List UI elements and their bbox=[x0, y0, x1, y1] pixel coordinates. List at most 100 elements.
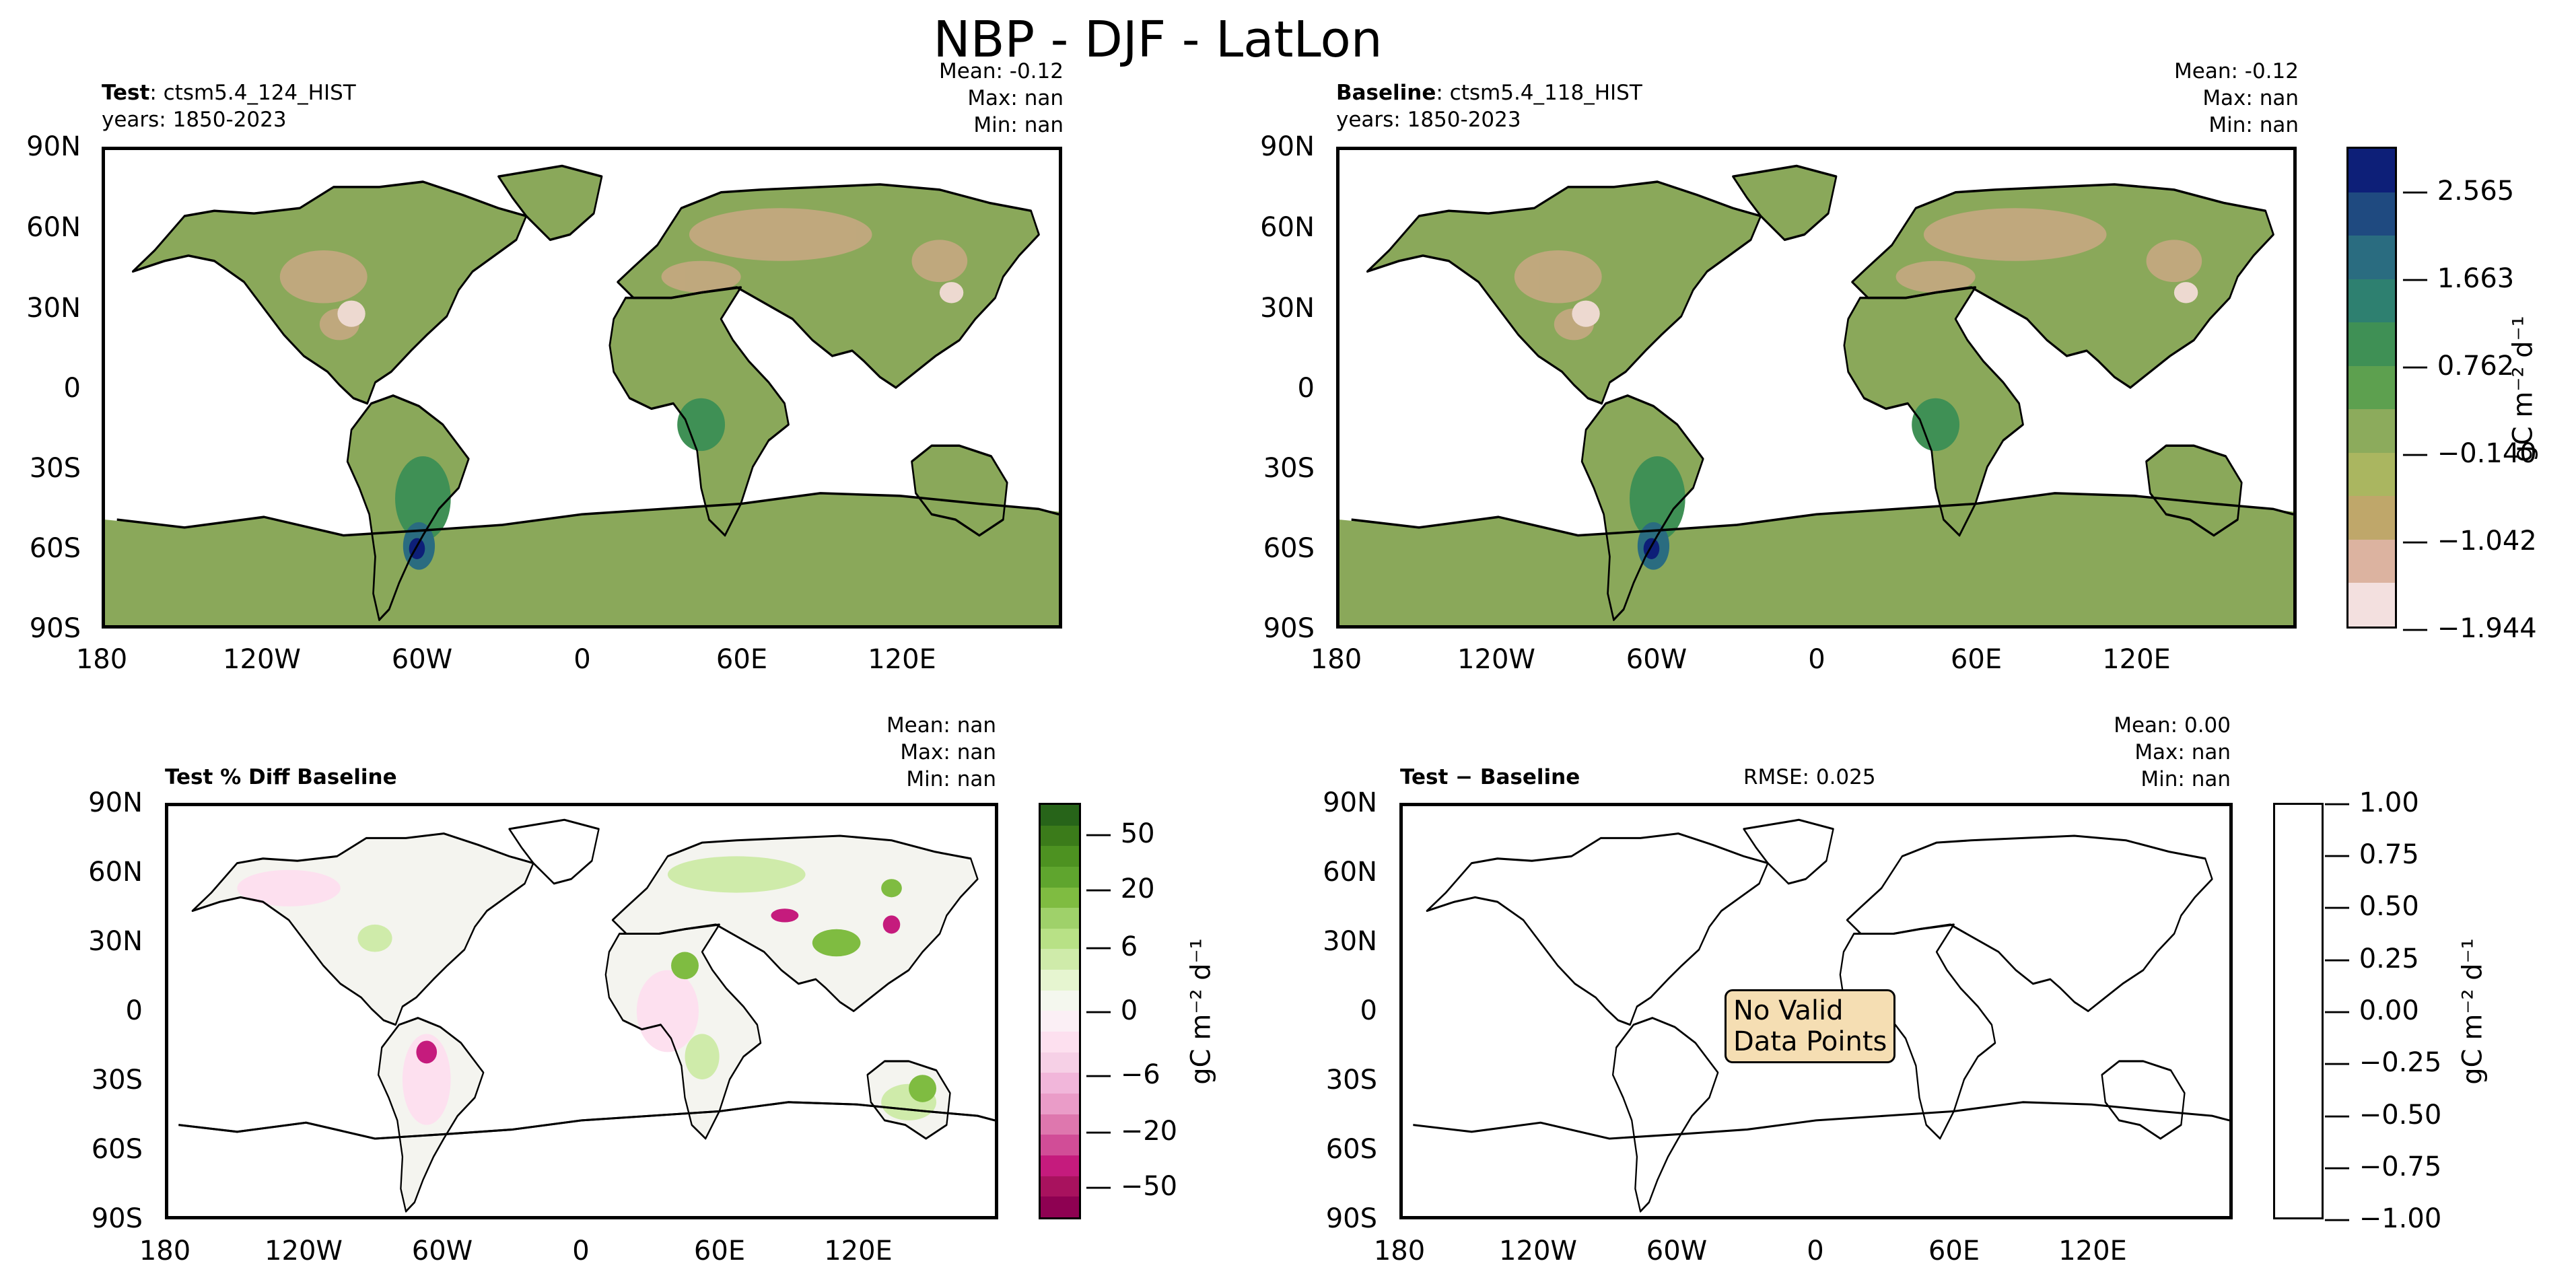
diff-cb-tick-2: — 0.50 bbox=[2324, 891, 2419, 922]
pctdiff-lat-tick-30n: 30N bbox=[88, 926, 143, 957]
test-lat-tick-90n: 90N bbox=[26, 131, 81, 162]
pct-colorbar-segment bbox=[1041, 866, 1079, 888]
pct-colorbar-segment bbox=[1041, 970, 1079, 991]
pct-colorbar-segment bbox=[1041, 1155, 1079, 1176]
baseline-lat-tick-30s: 30S bbox=[1263, 453, 1315, 484]
pctdiff-stat-mean: Mean: nan bbox=[886, 713, 996, 738]
main-colorbar-segment bbox=[2348, 148, 2395, 192]
main-colorbar bbox=[2346, 147, 2397, 629]
baseline-lon-tick-120w: 120W bbox=[1457, 644, 1535, 675]
pct-cb-tick-2: — 6 bbox=[1085, 931, 1138, 962]
main-colorbar-segment bbox=[2348, 365, 2395, 410]
test-lat-tick-90s: 90S bbox=[29, 613, 81, 644]
baseline-title-bold: Baseline bbox=[1336, 81, 1436, 105]
test-lat-tick-60s: 60S bbox=[29, 533, 81, 564]
pct-colorbar-segment bbox=[1041, 846, 1079, 867]
pct-colorbar-segment bbox=[1041, 825, 1079, 847]
baseline-lon-tick-120e: 120E bbox=[2102, 644, 2171, 675]
pct-colorbar-segment bbox=[1041, 1196, 1079, 1217]
pctdiff-stat-max: Max: nan bbox=[900, 740, 996, 764]
baseline-years: years: 1850-2023 bbox=[1336, 108, 1521, 132]
main-colorbar-segment bbox=[2348, 409, 2395, 453]
main-colorbar-unit: gC m⁻² d⁻¹ bbox=[2507, 316, 2539, 462]
pct-colorbar-segment bbox=[1041, 908, 1079, 929]
main-colorbar-segment bbox=[2348, 279, 2395, 323]
pctdiff-lat-tick-60n: 60N bbox=[88, 857, 143, 888]
main-colorbar-segment bbox=[2348, 539, 2395, 583]
baseline-lon-tick-0: 0 bbox=[1808, 644, 1825, 675]
pct-cb-tick-4: — −6 bbox=[1085, 1059, 1160, 1090]
test-stats: Mean: -0.12 Max: nan Min: nan bbox=[862, 58, 1064, 139]
main-cb-tick-4: — −1.042 bbox=[2402, 526, 2537, 557]
test-stat-min: Min: nan bbox=[973, 113, 1064, 137]
diff-lon-tick-120e: 120E bbox=[2058, 1236, 2127, 1266]
diff-cb-tick-5: — −0.25 bbox=[2324, 1047, 2442, 1078]
pctdiff-lon-tick-0: 0 bbox=[572, 1236, 590, 1266]
pct-cb-tick-0: — 50 bbox=[1085, 818, 1155, 849]
pct-colorbar-segment bbox=[1041, 1176, 1079, 1197]
pctdiff-lon-tick-60w: 60W bbox=[411, 1236, 473, 1266]
baseline-title: Baseline: ctsm5.4_118_HIST bbox=[1336, 79, 1642, 106]
figure-title: NBP - DJF - LatLon bbox=[933, 11, 1383, 69]
pctdiff-map-canvas bbox=[177, 818, 995, 1213]
pctdiff-lon-tick-60e: 60E bbox=[693, 1236, 746, 1266]
pct-colorbar-segment bbox=[1041, 1073, 1079, 1094]
no-valid-data-note: No Valid Data Points bbox=[1725, 989, 1896, 1063]
main-colorbar-segment bbox=[2348, 236, 2395, 279]
main-colorbar-ticks: — 2.565 — 1.663 — 0.762 — −0.140 — −1.04… bbox=[2402, 147, 2537, 644]
baseline-lat-tick-60n: 60N bbox=[1260, 212, 1315, 243]
diff-title: Test − Baseline bbox=[1400, 764, 1580, 791]
baseline-stat-max: Max: nan bbox=[2202, 86, 2299, 110]
pctdiff-lat-tick-90n: 90N bbox=[88, 787, 143, 818]
diff-stats: Mean: 0.00 Max: nan Min: nan bbox=[2029, 712, 2231, 793]
baseline-stats: Mean: -0.12 Max: nan Min: nan bbox=[2097, 58, 2299, 139]
pct-colorbar-unit: gC m⁻² d⁻¹ bbox=[1185, 938, 1217, 1085]
test-lon-tick-120e: 120E bbox=[868, 644, 936, 675]
diff-rmse: RMSE: 0.025 bbox=[1743, 765, 1876, 789]
main-cb-tick-5: — −1.944 bbox=[2402, 613, 2537, 644]
pct-colorbar-segment bbox=[1041, 1094, 1079, 1114]
no-valid-data-line2: Data Points bbox=[1733, 1026, 1887, 1057]
diff-colorbar bbox=[2273, 803, 2324, 1219]
pct-colorbar-segment bbox=[1041, 1114, 1079, 1135]
baseline-map bbox=[1336, 147, 2297, 629]
main-colorbar-segment bbox=[2348, 452, 2395, 497]
baseline-stat-mean: Mean: -0.12 bbox=[2174, 59, 2299, 83]
pct-colorbar-segment bbox=[1041, 990, 1079, 1011]
main-cb-tick-2: — 0.762 bbox=[2402, 351, 2515, 382]
test-title: Test: ctsm5.4_124_HIST bbox=[102, 79, 356, 106]
pctdiff-title: Test % Diff Baseline bbox=[165, 765, 397, 789]
diff-lat-tick-90n: 90N bbox=[1323, 787, 1377, 818]
test-years: years: 1850-2023 bbox=[102, 108, 287, 132]
diff-lat-tick-90s: 90S bbox=[1325, 1203, 1377, 1234]
diff-lat-tick-60n: 60N bbox=[1323, 857, 1377, 888]
diff-stat-mean: Mean: 0.00 bbox=[2114, 713, 2231, 738]
pctdiff-lon-tick-120w: 120W bbox=[265, 1236, 343, 1266]
main-cb-tick-1: — 1.663 bbox=[2402, 263, 2515, 294]
diff-lat-tick-0: 0 bbox=[1360, 995, 1377, 1026]
baseline-lon-tick-60w: 60W bbox=[1626, 644, 1687, 675]
diff-colorbar-unit: gC m⁻² d⁻¹ bbox=[2457, 938, 2488, 1085]
pctdiff-lon-tick-120e: 120E bbox=[824, 1236, 893, 1266]
test-title-run: : ctsm5.4_124_HIST bbox=[149, 81, 356, 105]
diff-lon-tick-60w: 60W bbox=[1646, 1236, 1708, 1266]
main-cb-tick-3: — −0.140 bbox=[2402, 438, 2537, 469]
pctdiff-stat-min: Min: nan bbox=[906, 767, 996, 791]
test-lat-tick-30n: 30N bbox=[26, 293, 81, 324]
diff-lat-tick-60s: 60S bbox=[1325, 1134, 1377, 1165]
pctdiff-lat-tick-30s: 30S bbox=[91, 1065, 143, 1096]
test-lon-tick-0: 0 bbox=[573, 644, 591, 675]
main-colorbar-segment bbox=[2348, 322, 2395, 366]
test-lon-tick-60e: 60E bbox=[716, 644, 768, 675]
test-stat-mean: Mean: -0.12 bbox=[939, 59, 1064, 83]
pctdiff-lon-tick-180: 180 bbox=[139, 1236, 191, 1266]
pct-colorbar-segment bbox=[1041, 928, 1079, 950]
pctdiff-lat-tick-60s: 60S bbox=[91, 1134, 143, 1165]
pct-cb-tick-5: — −20 bbox=[1085, 1116, 1178, 1147]
diff-lat-tick-30s: 30S bbox=[1325, 1065, 1377, 1096]
baseline-lat-tick-0: 0 bbox=[1297, 373, 1315, 404]
test-lat-tick-0: 0 bbox=[63, 373, 81, 404]
diff-lon-tick-180: 180 bbox=[1373, 1236, 1426, 1266]
diff-cb-tick-6: — −0.50 bbox=[2324, 1100, 2442, 1131]
pctdiff-lat-tick-0: 0 bbox=[125, 995, 143, 1026]
